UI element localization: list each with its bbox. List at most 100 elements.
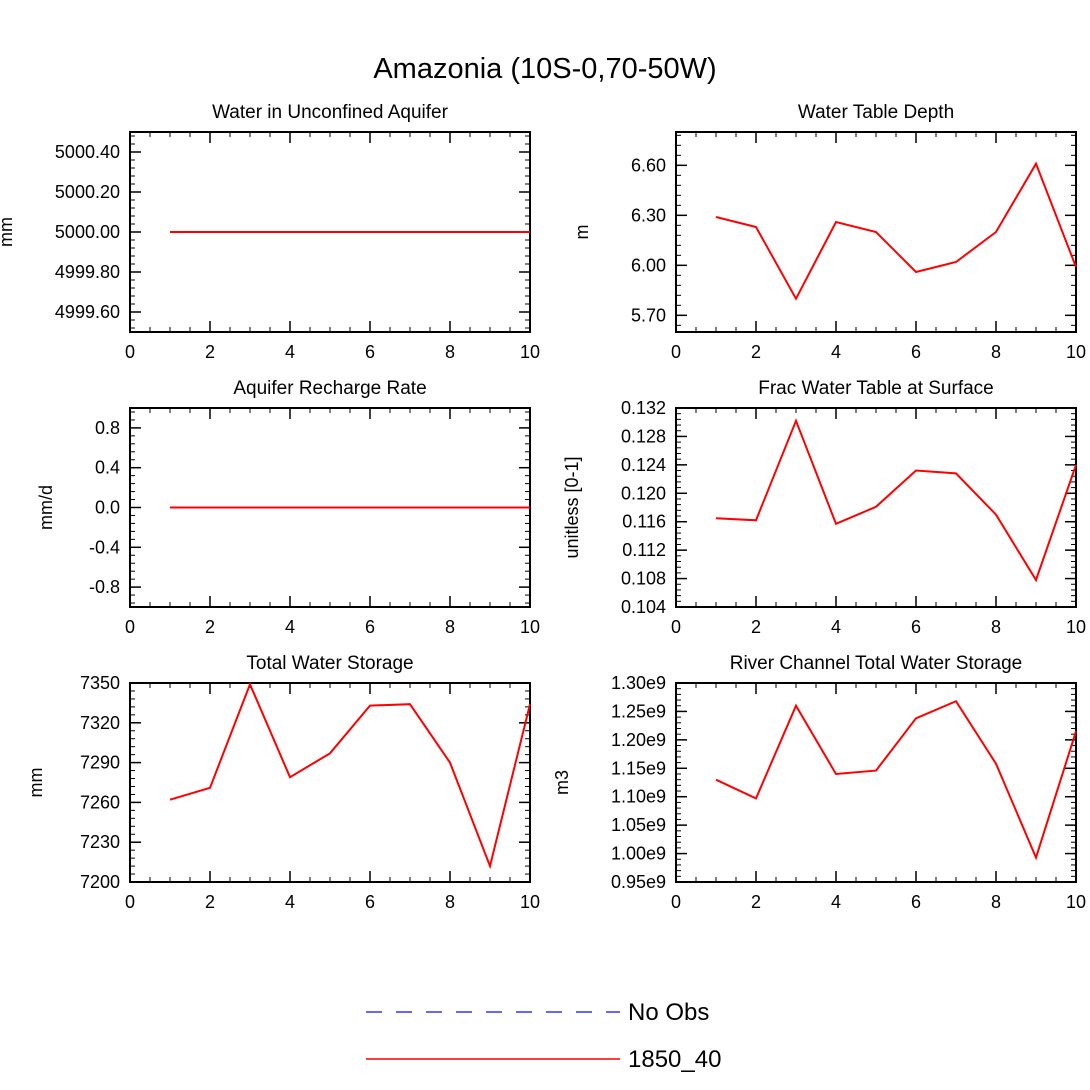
x-tick-label: 10 (1066, 892, 1086, 912)
plot-frame (675, 682, 1077, 883)
series-line-1850_40 (715, 161, 1077, 301)
panel-title: Water Table Depth (798, 102, 954, 123)
x-tick-label: 2 (205, 892, 215, 912)
series-line-1850_40 (715, 418, 1077, 583)
panel-5: 0 2 4 6 8 10 7200 7230 7260 7290 7320 7350 Total Wat… (26, 653, 540, 912)
y-tick-label: 5000.40 (55, 142, 120, 162)
x-tick-label: 6 (911, 892, 921, 912)
y-tick-label: 0.132 (621, 398, 666, 418)
y-tick-label: 7260 (80, 792, 120, 812)
y-tick-label: 5000.00 (55, 222, 120, 242)
x-tick-label: 8 (445, 892, 455, 912)
y-axis-label: unitless [0-1] (562, 456, 582, 558)
x-tick-label: 10 (1066, 342, 1086, 362)
x-tick-label: 10 (520, 617, 540, 637)
y-tick-label: 1.05e9 (611, 815, 666, 835)
x-tick-label: 4 (285, 342, 295, 362)
y-tick-label: 1.25e9 (611, 701, 666, 721)
panel-3: 0 2 4 6 8 10 -0.8 -0.4 0.0 0.4 0.8 Aquifer Recharge… (36, 378, 540, 637)
panel-title: River Channel Total Water Storage (730, 653, 1023, 674)
y-tick-label: 0.128 (621, 426, 666, 446)
x-tick-label: 4 (285, 617, 295, 637)
y-tick-label: 7350 (80, 673, 120, 693)
x-tick-label: 10 (520, 342, 540, 362)
x-tick-label: 6 (911, 617, 921, 637)
y-tick-label: 1.30e9 (611, 673, 666, 693)
y-tick-label: 0.104 (621, 597, 666, 617)
y-tick-label: 7230 (80, 832, 120, 852)
panels: 0 2 4 6 8 10 4999.60 4999.80 5000.00 5000.20 5000.… (0, 102, 1086, 912)
y-tick-label: -0.4 (89, 537, 120, 557)
legend: No Obs 1850_40 (366, 999, 721, 1073)
x-tick-label: 0 (671, 342, 681, 362)
x-tick-label: 8 (991, 342, 1001, 362)
y-tick-label: 1.15e9 (611, 758, 666, 778)
y-tick-label: 7200 (80, 872, 120, 892)
x-tick-label: 6 (911, 342, 921, 362)
legend-entry: No Obs (366, 999, 709, 1026)
y-tick-label: 6.30 (631, 205, 666, 225)
y-tick-label: 0.108 (621, 569, 666, 589)
x-tick-label: 2 (751, 892, 761, 912)
x-tick-label: 4 (831, 342, 841, 362)
x-tick-label: 2 (751, 617, 761, 637)
y-tick-label: 0.112 (622, 540, 666, 560)
y-tick-label: 1.10e9 (611, 787, 666, 807)
x-tick-label: 2 (751, 342, 761, 362)
x-tick-label: 2 (205, 617, 215, 637)
y-tick-label: 0.8 (95, 418, 120, 438)
panel-title: Aquifer Recharge Rate (233, 378, 426, 399)
x-tick-label: 0 (671, 617, 681, 637)
x-tick-label: 8 (445, 617, 455, 637)
main-title: Amazonia (10S-0,70-50W) (373, 53, 716, 85)
x-tick-label: 0 (125, 342, 135, 362)
y-tick-label: 0.124 (621, 455, 666, 475)
legend-entry: 1850_40 (366, 1046, 721, 1073)
series-line-1850_40 (169, 681, 531, 870)
panel-title: Frac Water Table at Surface (758, 378, 994, 399)
panel-4: 0 2 4 6 8 10 0.104 0.108 0.112 0.116 0.120 0.124 0.1… (562, 378, 1086, 637)
x-tick-label: 0 (125, 617, 135, 637)
y-axis-label: mm (0, 217, 16, 247)
x-tick-label: 4 (831, 617, 841, 637)
y-tick-label: 0.116 (622, 512, 666, 532)
y-tick-label: 1.00e9 (611, 844, 666, 864)
panel-title: Total Water Storage (246, 653, 413, 674)
plot-frame (129, 682, 531, 883)
y-tick-label: 1.20e9 (611, 730, 666, 750)
y-tick-label: 7290 (80, 753, 120, 773)
y-tick-label: 0.0 (95, 498, 120, 518)
y-tick-label: 4999.60 (55, 302, 120, 322)
series-line-1850_40 (715, 699, 1077, 861)
x-tick-label: 8 (991, 617, 1001, 637)
x-tick-label: 0 (125, 892, 135, 912)
x-tick-label: 6 (365, 342, 375, 362)
y-tick-label: 5000.20 (55, 182, 120, 202)
x-tick-label: 0 (671, 892, 681, 912)
x-tick-label: 8 (445, 342, 455, 362)
y-tick-label: 0.120 (621, 483, 666, 503)
x-tick-label: 4 (831, 892, 841, 912)
panel-1: 0 2 4 6 8 10 4999.60 4999.80 5000.00 5000.20 5000.… (0, 102, 540, 362)
y-tick-label: 0.95e9 (611, 872, 666, 892)
y-axis-label: m (572, 225, 592, 240)
y-tick-label: 4999.80 (55, 262, 120, 282)
y-tick-label: 7320 (80, 713, 120, 733)
x-tick-label: 10 (1066, 617, 1086, 637)
y-axis-label: m3 (552, 770, 572, 795)
x-tick-label: 6 (365, 892, 375, 912)
x-tick-label: 8 (991, 892, 1001, 912)
y-axis-label: mm/d (36, 485, 56, 530)
y-tick-label: 0.4 (95, 458, 120, 478)
y-tick-label: -0.8 (89, 577, 120, 597)
x-tick-label: 4 (285, 892, 295, 912)
legend-label: 1850_40 (628, 1046, 721, 1073)
y-axis-label: mm (26, 768, 46, 798)
y-tick-label: 6.00 (631, 255, 666, 275)
legend-label: No Obs (628, 999, 709, 1026)
y-tick-label: 5.70 (631, 305, 666, 325)
x-tick-label: 10 (520, 892, 540, 912)
panel-title: Water in Unconfined Aquifer (212, 102, 449, 123)
x-tick-label: 2 (205, 342, 215, 362)
